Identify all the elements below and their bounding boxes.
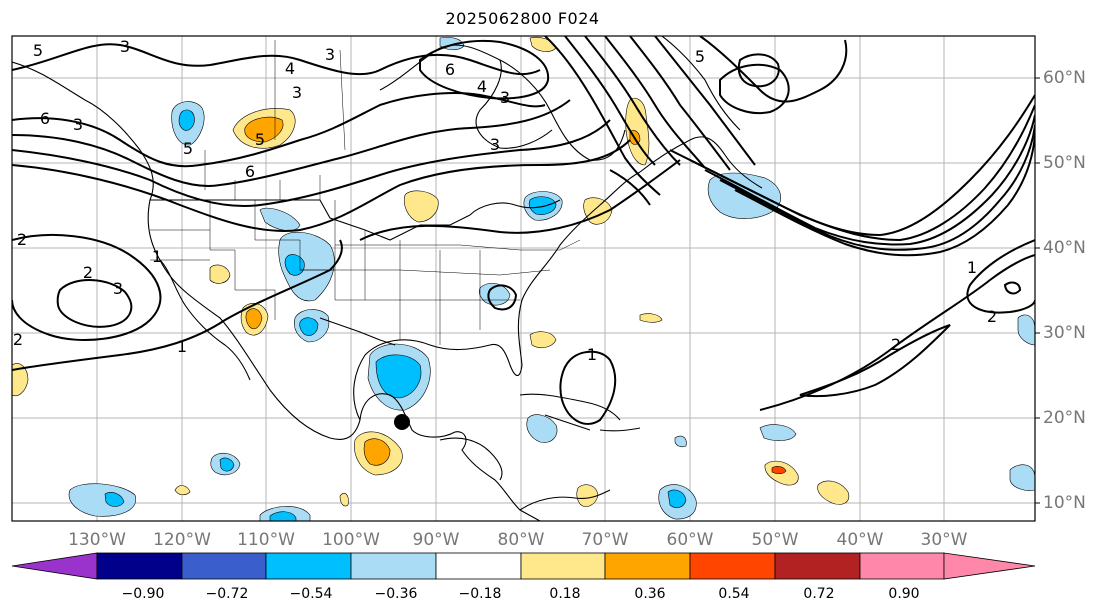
- colorbar-tick-label: 0.72: [803, 586, 835, 602]
- contour-label: 2: [83, 263, 93, 282]
- contour-label: 1: [177, 337, 187, 356]
- map-title: 2025062800 F024: [445, 9, 600, 28]
- lon-label: 30°W: [920, 530, 968, 550]
- contour-label: 5: [695, 47, 705, 66]
- colorbar-extend-low: [11, 552, 98, 580]
- colorbar-extend-high: [943, 552, 1036, 580]
- colorbar-tick-label: −0.54: [289, 586, 333, 602]
- contour-label: 3: [113, 279, 123, 298]
- colorbar: [11, 552, 1036, 580]
- contour-label: 1: [152, 247, 162, 266]
- contour-label: 3: [120, 37, 130, 56]
- contour-label: 2: [13, 330, 23, 349]
- contour-label: 3: [500, 88, 510, 107]
- contour-label: 5: [183, 139, 193, 158]
- colorbar-tick-label: −0.72: [205, 586, 249, 602]
- lat-label: 10°N: [1043, 493, 1086, 513]
- colorbar-tick-label: −0.18: [458, 586, 502, 602]
- colorbar-tick-label: 0.90: [888, 586, 920, 602]
- colorbar-tick-label: 0.54: [718, 586, 750, 602]
- lon-label: 130°W: [68, 530, 126, 550]
- colorbar-tick-label: 0.18: [549, 586, 581, 602]
- contour-label: 6: [245, 162, 255, 181]
- lon-label: 120°W: [153, 530, 211, 550]
- contour-label: 5: [255, 130, 265, 149]
- colorbar-tick-label: 0.36: [634, 586, 666, 602]
- contour-label: 4: [477, 77, 487, 96]
- storm-marker-icon: [394, 414, 410, 430]
- colorbar-tick-label: −0.36: [374, 586, 418, 602]
- lat-label: 60°N: [1043, 68, 1086, 88]
- lat-label: 30°N: [1043, 323, 1086, 343]
- contour-label: 2: [891, 335, 901, 354]
- contour-label: 3: [73, 115, 83, 134]
- lon-label: 90°W: [412, 530, 460, 550]
- contour-label: 1: [587, 345, 597, 364]
- contour-label: 6: [40, 109, 50, 128]
- lon-label: 100°W: [322, 530, 380, 550]
- contour-labels: 5 3 3 6 4 3 4 3 5 3 6 3 5 6 5 2 1 2 3 1 …: [13, 37, 997, 364]
- contour-label: 4: [285, 59, 295, 78]
- graticule: [12, 36, 1035, 521]
- contour-label: 6: [445, 60, 455, 79]
- colorbar-tick-label: −0.90: [121, 586, 165, 602]
- state-borders: [150, 40, 581, 345]
- contour-label: 2: [17, 230, 27, 249]
- contour-label: 2: [987, 307, 997, 326]
- lat-label: 50°N: [1043, 153, 1086, 173]
- lon-label: 70°W: [581, 530, 629, 550]
- anomaly-shading: [12, 36, 1035, 521]
- contour-label: 5: [33, 41, 43, 60]
- lat-label: 20°N: [1043, 408, 1086, 428]
- lon-label: 110°W: [237, 530, 295, 550]
- contour-label: 3: [292, 83, 302, 102]
- tick-marks: [1035, 77, 1040, 504]
- map-frame: [11, 35, 1036, 522]
- contour-label: 3: [325, 45, 335, 64]
- lon-label: 40°W: [836, 530, 884, 550]
- lat-label: 40°N: [1043, 238, 1086, 258]
- contour-label: 3: [490, 135, 500, 154]
- contour-label: 1: [967, 258, 977, 277]
- lon-label: 80°W: [497, 530, 545, 550]
- lon-label: 60°W: [666, 530, 714, 550]
- lon-label: 50°W: [751, 530, 799, 550]
- contours: [12, 36, 1035, 425]
